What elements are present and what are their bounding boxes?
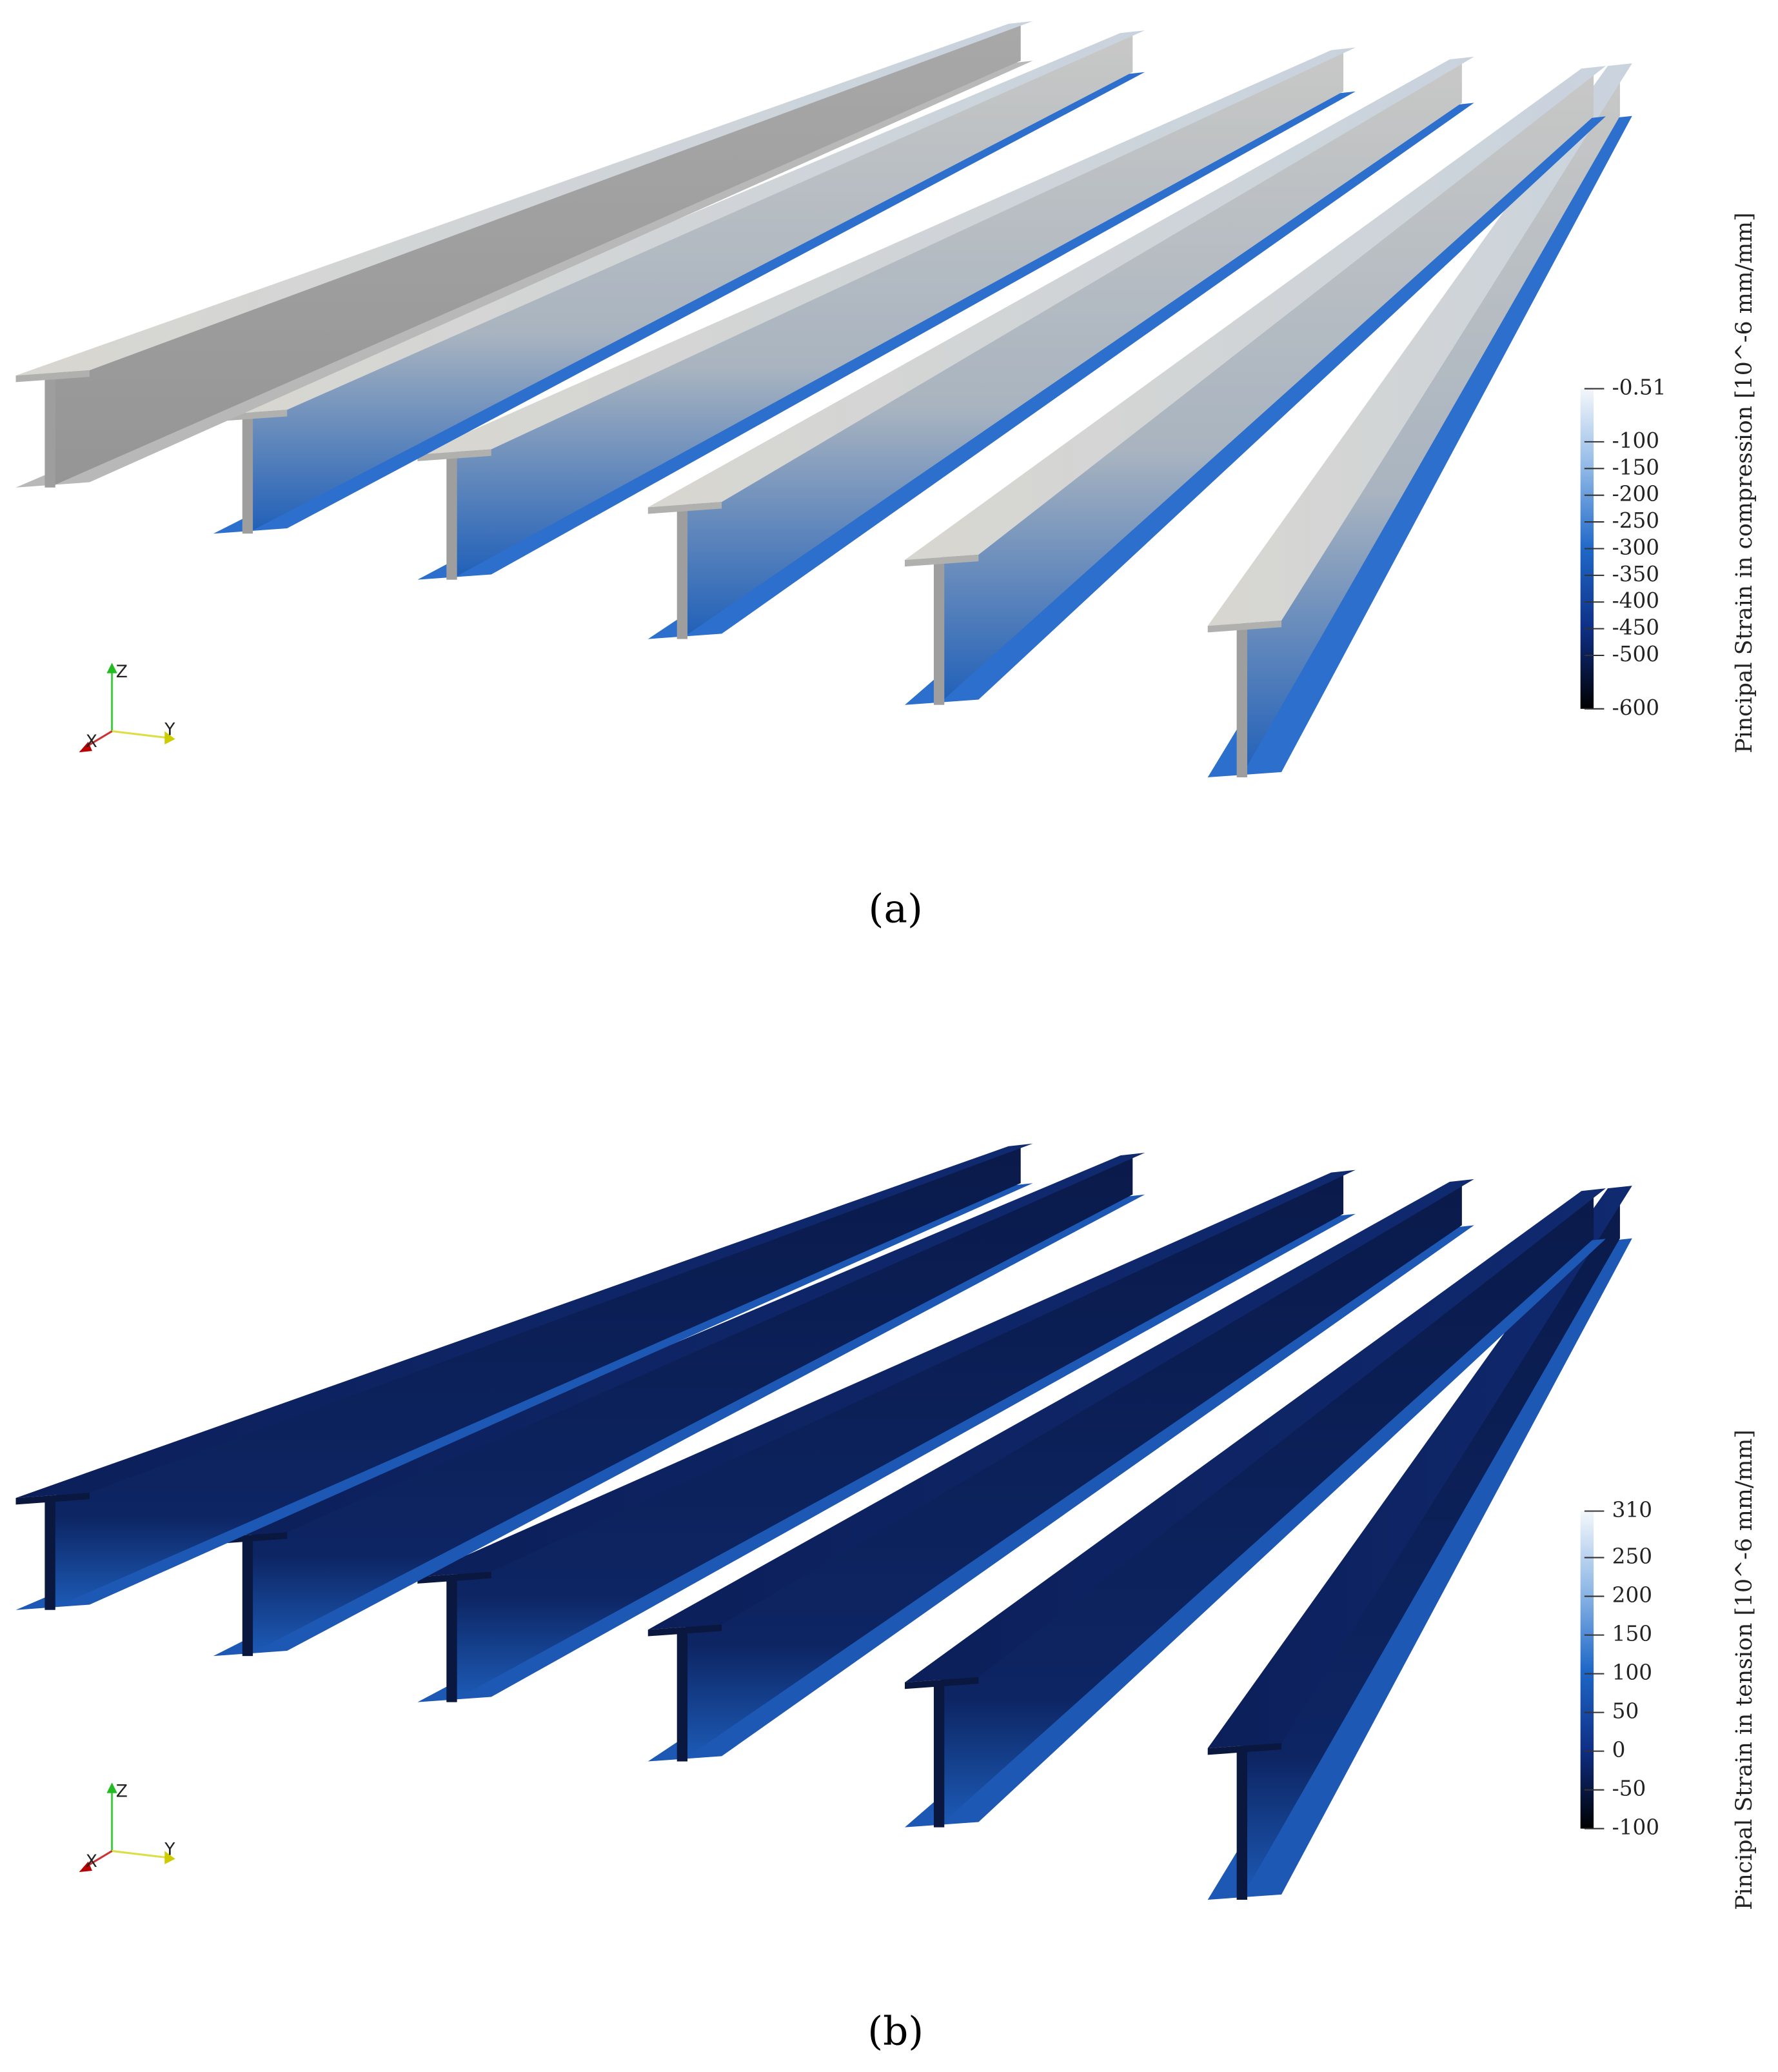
- beam-web-end: [933, 560, 945, 705]
- colorbar-tick-label: -300: [1612, 535, 1659, 559]
- colorbar-title: Pincipal Strain in tension [10^-6 mm/mm]: [1732, 1429, 1757, 1910]
- beam-flange-edge: [905, 554, 979, 567]
- axis-y-head: [164, 731, 175, 744]
- colorbar-tick-label: -200: [1612, 482, 1659, 506]
- axis-label: Z: [116, 662, 128, 682]
- beam-flange-edge: [417, 1571, 491, 1584]
- colorbar-tick-label: -0.51: [1612, 375, 1666, 400]
- colorbar-tick-label: 100: [1612, 1660, 1652, 1685]
- colorbar-tick-label: -50: [1612, 1777, 1646, 1801]
- beam-top-flange: [15, 21, 1033, 376]
- beam-web: [1240, 66, 1620, 778]
- beam-web: [938, 1191, 1594, 1828]
- beam-top-flange: [905, 66, 1606, 561]
- beam-flange-edge: [905, 1677, 979, 1689]
- beam-flange-edge: [1207, 620, 1282, 633]
- beam-web: [680, 59, 1462, 639]
- panel-a: (a) -0.51 -100-150 -200-250-300 -350-400-45…: [15, 21, 1757, 932]
- axis-z-head: [106, 1782, 117, 1793]
- beam-web: [48, 23, 1021, 488]
- beam-web-end: [677, 1629, 688, 1762]
- colorbar-tick-label: -400: [1612, 588, 1659, 613]
- beam-web: [680, 1181, 1462, 1762]
- colorbar-tick-label: 200: [1612, 1583, 1652, 1608]
- axis-label: Y: [164, 1840, 175, 1860]
- beam-top-flange: [905, 1188, 1606, 1683]
- colorbar-title: Pincipal Strain in compression [10^-6 mm…: [1732, 212, 1757, 753]
- beam-flange-edge: [647, 502, 722, 514]
- colorbar: [1580, 1511, 1594, 1829]
- colorbar-tick-label: -450: [1612, 615, 1659, 640]
- axis-y-head: [164, 1851, 175, 1864]
- colorbar-tick-label: -150: [1612, 455, 1659, 479]
- beam-top-flange: [647, 56, 1474, 508]
- colorbar-tick-label: 310: [1612, 1498, 1652, 1522]
- colorbar-tick-label: 0: [1612, 1738, 1626, 1762]
- beam-web: [246, 33, 1133, 534]
- beam-flange-edge: [15, 370, 90, 383]
- beam-web-end: [1236, 1748, 1247, 1900]
- beam-top-flange: [417, 1170, 1356, 1577]
- beam-web-end: [446, 454, 457, 580]
- beam-web-end: [242, 1537, 253, 1657]
- beam-web: [450, 50, 1344, 580]
- beam-web: [1240, 1188, 1620, 1900]
- beam-web-end: [44, 1498, 55, 1610]
- beam-web: [450, 1172, 1344, 1702]
- beam-top-flange: [417, 47, 1356, 455]
- colorbar-tick-label: 150: [1612, 1622, 1652, 1646]
- axis-y: [112, 730, 168, 739]
- beam-web-end: [446, 1577, 457, 1702]
- beam-flange-edge: [1207, 1742, 1282, 1755]
- axis-z-head: [106, 662, 117, 673]
- axis-x: [84, 730, 113, 748]
- beam-web: [246, 1155, 1133, 1657]
- colorbar-tick-label: -100: [1612, 428, 1659, 453]
- beam-flange-edge: [15, 1492, 90, 1505]
- axis-x: [84, 1850, 113, 1868]
- beam-flange-edge: [647, 1624, 722, 1637]
- colorbar-tick-label: -100: [1612, 1815, 1659, 1840]
- colorbar-tick-label: -350: [1612, 562, 1659, 586]
- beam-web: [938, 68, 1594, 705]
- beam-top-flange: [647, 1179, 1474, 1630]
- colorbar-tick-label: -500: [1612, 642, 1659, 666]
- beam-web-end: [677, 507, 688, 639]
- beam-web-end: [242, 415, 253, 534]
- beam-top-flange: [15, 1143, 1033, 1499]
- colorbar-tick-label: -600: [1612, 695, 1659, 720]
- axis-x-head: [79, 1861, 92, 1873]
- axis-y: [112, 1849, 168, 1859]
- caption: (b): [867, 2009, 924, 2055]
- beam-flange-edge: [417, 449, 491, 461]
- axis-label: Z: [116, 1782, 128, 1802]
- beam-top-flange: [1207, 1186, 1632, 1749]
- beam-top-flange: [1207, 63, 1632, 626]
- panel-b: (b) 310 250 200 150 100 50 0 -50 -100 Pincipal St…: [15, 1143, 1757, 2055]
- axis-label: X: [86, 732, 97, 752]
- colorbar-tick-label: -250: [1612, 508, 1659, 533]
- colorbar-tick-label: 250: [1612, 1544, 1652, 1569]
- axis-label: Y: [164, 720, 175, 740]
- caption: (a): [869, 886, 923, 932]
- axis-label: X: [86, 1851, 97, 1871]
- beam-web-end: [1236, 626, 1247, 778]
- beam-web: [48, 1146, 1021, 1610]
- axis-x-head: [79, 741, 92, 753]
- beam-web-end: [44, 375, 55, 488]
- colorbar-tick-label: 50: [1612, 1699, 1639, 1724]
- beam-web-end: [933, 1682, 945, 1828]
